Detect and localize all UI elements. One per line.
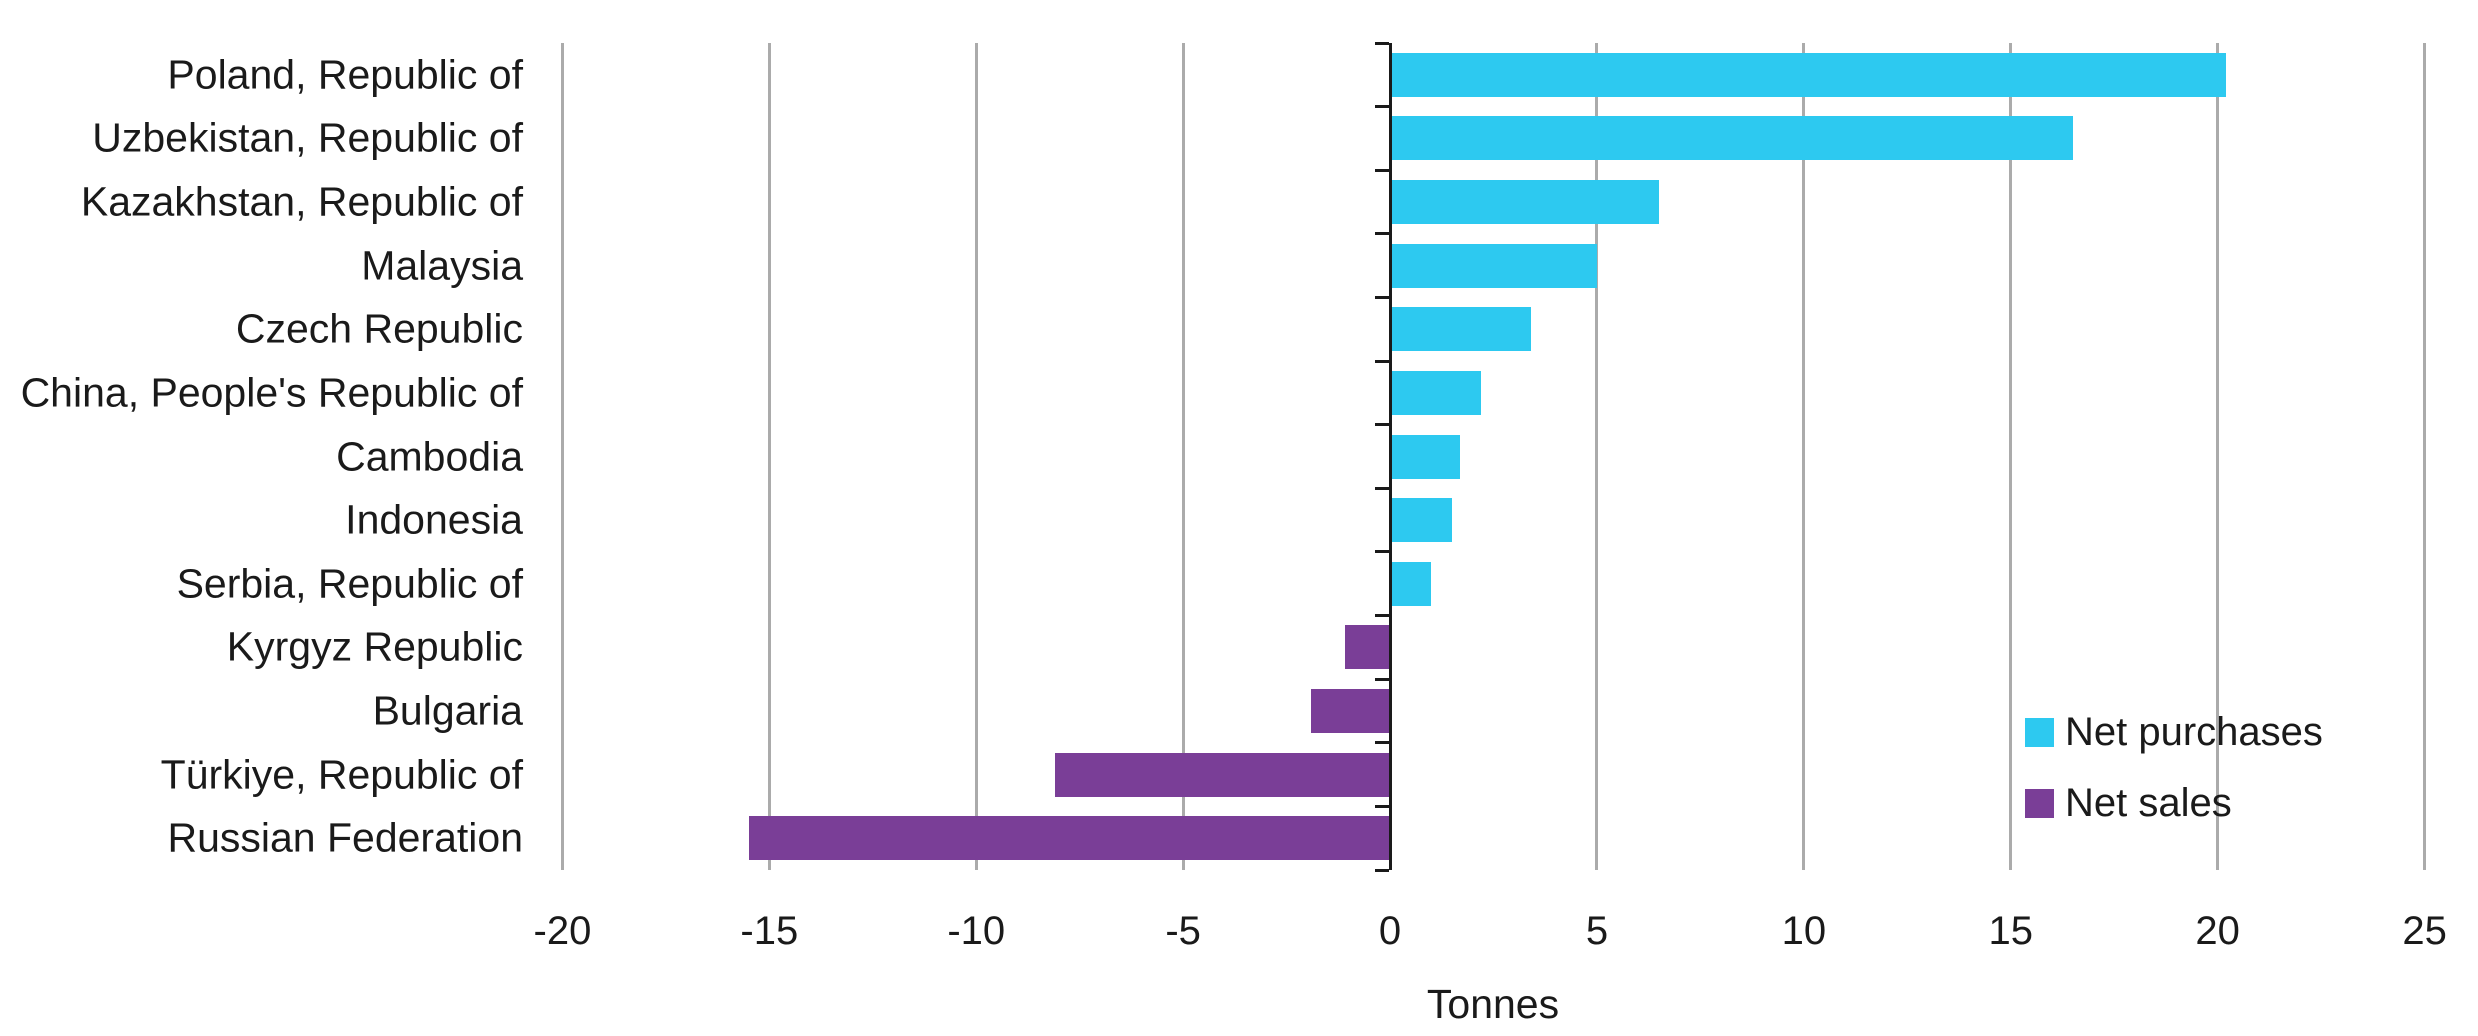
gridline	[2009, 43, 2013, 870]
x-tick-label: 20	[2195, 909, 2240, 953]
y-axis-tick	[1374, 741, 1389, 745]
gridline	[1595, 43, 1599, 870]
bar-serbia-republic-of	[1390, 561, 1432, 606]
x-tick-label: 15	[1988, 909, 2034, 953]
legend-item-net-sales: Net sales	[2025, 781, 2323, 825]
gridline	[974, 43, 978, 870]
gridline	[560, 43, 564, 870]
bar-kazakhstan-republic-of	[1390, 180, 1659, 225]
y-axis-tick	[1374, 804, 1389, 808]
x-tick-label: -5	[1165, 909, 1201, 953]
legend-item-net-purchases: Net purchases	[2025, 710, 2323, 754]
category-label-indonesia: Indonesia	[345, 496, 523, 543]
y-axis-tick	[1374, 868, 1389, 872]
x-tick-labels: -20 -15 -10 -5 0 5 10 15 20 25	[0, 908, 2478, 958]
category-label-serbia-republic-of: Serbia, Republic of	[176, 560, 523, 607]
x-tick-label: -20	[533, 909, 592, 953]
y-axis-tick	[1374, 41, 1389, 45]
category-label-malaysia: Malaysia	[361, 242, 523, 289]
y-axis-tick	[1374, 168, 1389, 172]
bar-cambodia	[1390, 434, 1461, 479]
x-axis-title: Tonnes	[1426, 981, 1560, 1027]
category-label-czech-republic: Czech Republic	[235, 305, 523, 352]
y-axis-tick	[1374, 295, 1389, 299]
x-tick-label: 0	[1378, 909, 1402, 953]
bar-malaysia	[1390, 243, 1597, 288]
category-labels: Poland, Republic of Uzbekistan, Republic …	[0, 0, 523, 1036]
y-axis-tick	[1374, 423, 1389, 427]
bar-poland-republic-of	[1390, 52, 2226, 97]
bar-t-rkiye-republic-of	[1054, 752, 1391, 797]
x-tick-label: 10	[1781, 909, 1827, 953]
gridline	[767, 43, 771, 870]
y-axis-tick	[1374, 359, 1389, 363]
bar-czech-republic	[1390, 307, 1531, 352]
y-axis-tick	[1374, 550, 1389, 554]
legend-label-net-sales: Net sales	[2065, 781, 2232, 825]
legend-label-net-purchases: Net purchases	[2065, 710, 2323, 754]
bar-china-people-s-republic-of	[1390, 370, 1482, 415]
bar-kyrgyz-republic	[1344, 625, 1391, 670]
y-axis-tick	[1374, 614, 1389, 618]
bar-russian-federation	[748, 816, 1391, 861]
y-axis-tick	[1374, 232, 1389, 236]
category-label-kyrgyz-republic: Kyrgyz Republic	[226, 623, 523, 670]
y-axis-tick	[1374, 486, 1389, 490]
x-tick-label: -10	[947, 909, 1006, 953]
bar-bulgaria	[1311, 688, 1391, 733]
category-label-bulgaria: Bulgaria	[372, 687, 523, 734]
gridline	[1802, 43, 1806, 870]
gridline	[1181, 43, 1185, 870]
x-tick-label: -15	[740, 909, 799, 953]
bar-indonesia	[1390, 498, 1453, 543]
category-label-t-rkiye-republic-of: Türkiye, Republic of	[160, 751, 523, 798]
legend-swatch-net-sales	[2025, 788, 2054, 818]
x-tick-label: 5	[1585, 909, 1609, 953]
category-label-uzbekistan-republic-of: Uzbekistan, Republic of	[92, 114, 523, 161]
gridline	[2423, 43, 2427, 870]
zero-axis-line	[1388, 43, 1392, 870]
category-label-russian-federation: Russian Federation	[167, 814, 523, 861]
x-tick-label: 25	[2402, 909, 2447, 953]
y-axis-tick	[1374, 677, 1389, 681]
legend-swatch-net-purchases	[2025, 717, 2054, 747]
legend: Net purchases Net sales	[2025, 710, 2323, 825]
category-label-china-people-s-republic-of: China, People's Republic of	[20, 369, 523, 416]
plot-area	[550, 41, 2437, 872]
y-axis-tick	[1374, 105, 1389, 109]
gridline	[2216, 43, 2220, 870]
category-label-poland-republic-of: Poland, Republic of	[167, 51, 523, 98]
bar-uzbekistan-republic-of	[1390, 116, 2073, 161]
category-label-kazakhstan-republic-of: Kazakhstan, Republic of	[80, 178, 523, 225]
category-label-cambodia: Cambodia	[336, 433, 523, 479]
